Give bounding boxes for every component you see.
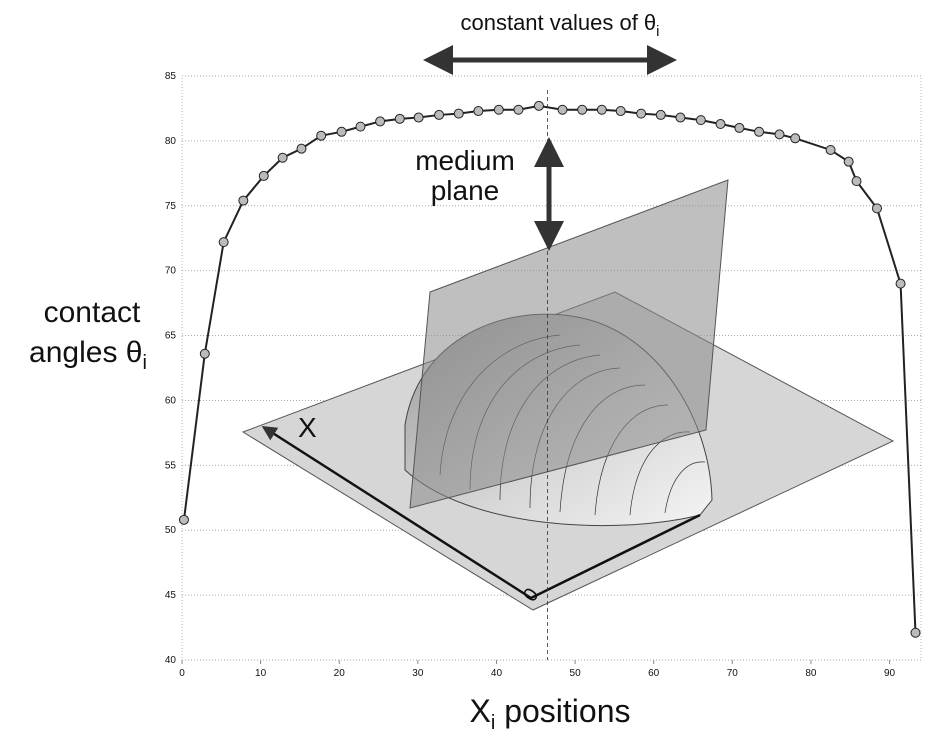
y-tick-label: 60 bbox=[165, 395, 177, 406]
data-point bbox=[615, 106, 626, 117]
x-tick-label: 60 bbox=[648, 668, 660, 679]
data-point bbox=[754, 126, 765, 137]
y-tick-label: 65 bbox=[165, 331, 177, 342]
data-point bbox=[296, 143, 307, 154]
data-point bbox=[513, 104, 524, 115]
x-tick-label: 70 bbox=[727, 668, 739, 679]
data-point bbox=[851, 176, 862, 187]
data-point bbox=[774, 129, 785, 140]
x-axis-line bbox=[530, 513, 701, 600]
medium-label: medium bbox=[415, 145, 515, 176]
data-point bbox=[577, 104, 588, 115]
x-tick-label: 30 bbox=[412, 668, 424, 679]
x-tick-label: 20 bbox=[334, 668, 346, 679]
data-point bbox=[871, 203, 882, 214]
illus-x-label: X bbox=[298, 412, 317, 443]
data-point bbox=[277, 152, 288, 163]
data-point bbox=[453, 108, 464, 119]
data-point bbox=[355, 121, 366, 132]
data-point bbox=[413, 112, 424, 123]
x-tick-label: 80 bbox=[805, 668, 817, 679]
y-tick-label: 80 bbox=[165, 136, 177, 147]
data-point bbox=[557, 104, 568, 115]
y-label-line2: angles θi bbox=[29, 336, 147, 374]
data-point bbox=[825, 144, 836, 155]
x-label-text: X bbox=[470, 693, 491, 729]
y-tick-label: 85 bbox=[165, 71, 177, 82]
data-point bbox=[336, 126, 347, 137]
top-annotation-text: constant values of θ bbox=[460, 10, 656, 35]
data-point bbox=[596, 104, 607, 115]
x-tick-label: 10 bbox=[255, 668, 267, 679]
data-point bbox=[655, 109, 666, 120]
x-label-rest: positions bbox=[495, 693, 630, 729]
y-tick-label: 40 bbox=[165, 655, 177, 666]
data-point bbox=[493, 104, 504, 115]
data-point bbox=[316, 130, 327, 141]
data-point bbox=[843, 156, 854, 167]
data-point bbox=[178, 514, 189, 525]
data-point bbox=[238, 195, 249, 206]
y-label-line1: contact bbox=[44, 296, 141, 329]
data-point bbox=[473, 106, 484, 117]
data-point bbox=[715, 119, 726, 130]
y-tick-label: 45 bbox=[165, 590, 177, 601]
data-point bbox=[199, 348, 210, 359]
top-annotation-sub: i bbox=[656, 23, 659, 40]
data-point bbox=[910, 627, 921, 638]
x-tick-label: 90 bbox=[884, 668, 896, 679]
data-point bbox=[636, 108, 647, 119]
illustration: X 0 bbox=[241, 179, 895, 611]
y-label-text: angles θ bbox=[29, 336, 142, 369]
data-point bbox=[695, 115, 706, 126]
data-point bbox=[895, 278, 906, 289]
y-tick-label: 55 bbox=[165, 460, 177, 471]
data-point bbox=[434, 109, 445, 120]
data-point bbox=[790, 133, 801, 144]
y-tick-label: 50 bbox=[165, 525, 177, 536]
data-point bbox=[258, 170, 269, 181]
medium-plane bbox=[409, 179, 729, 509]
data-point bbox=[734, 122, 745, 133]
x-tick-label: 50 bbox=[570, 668, 582, 679]
data-point bbox=[533, 100, 544, 111]
data-point bbox=[218, 237, 229, 248]
x-label-sub: i bbox=[491, 712, 495, 731]
x-tick-label: 0 bbox=[179, 668, 185, 679]
x-label: Xi positions bbox=[470, 693, 631, 731]
data-point bbox=[375, 116, 386, 127]
y-tick-label: 75 bbox=[165, 201, 177, 212]
x-axis-arrow bbox=[261, 425, 532, 600]
y-tick-label: 70 bbox=[165, 266, 177, 277]
y-label-sub: i bbox=[142, 352, 146, 374]
data-point bbox=[394, 113, 405, 124]
plane-label: plane bbox=[431, 175, 500, 206]
x-tick-label: 40 bbox=[491, 668, 503, 679]
top-annotation: constant values of θi bbox=[460, 10, 659, 40]
data-point bbox=[675, 112, 686, 123]
